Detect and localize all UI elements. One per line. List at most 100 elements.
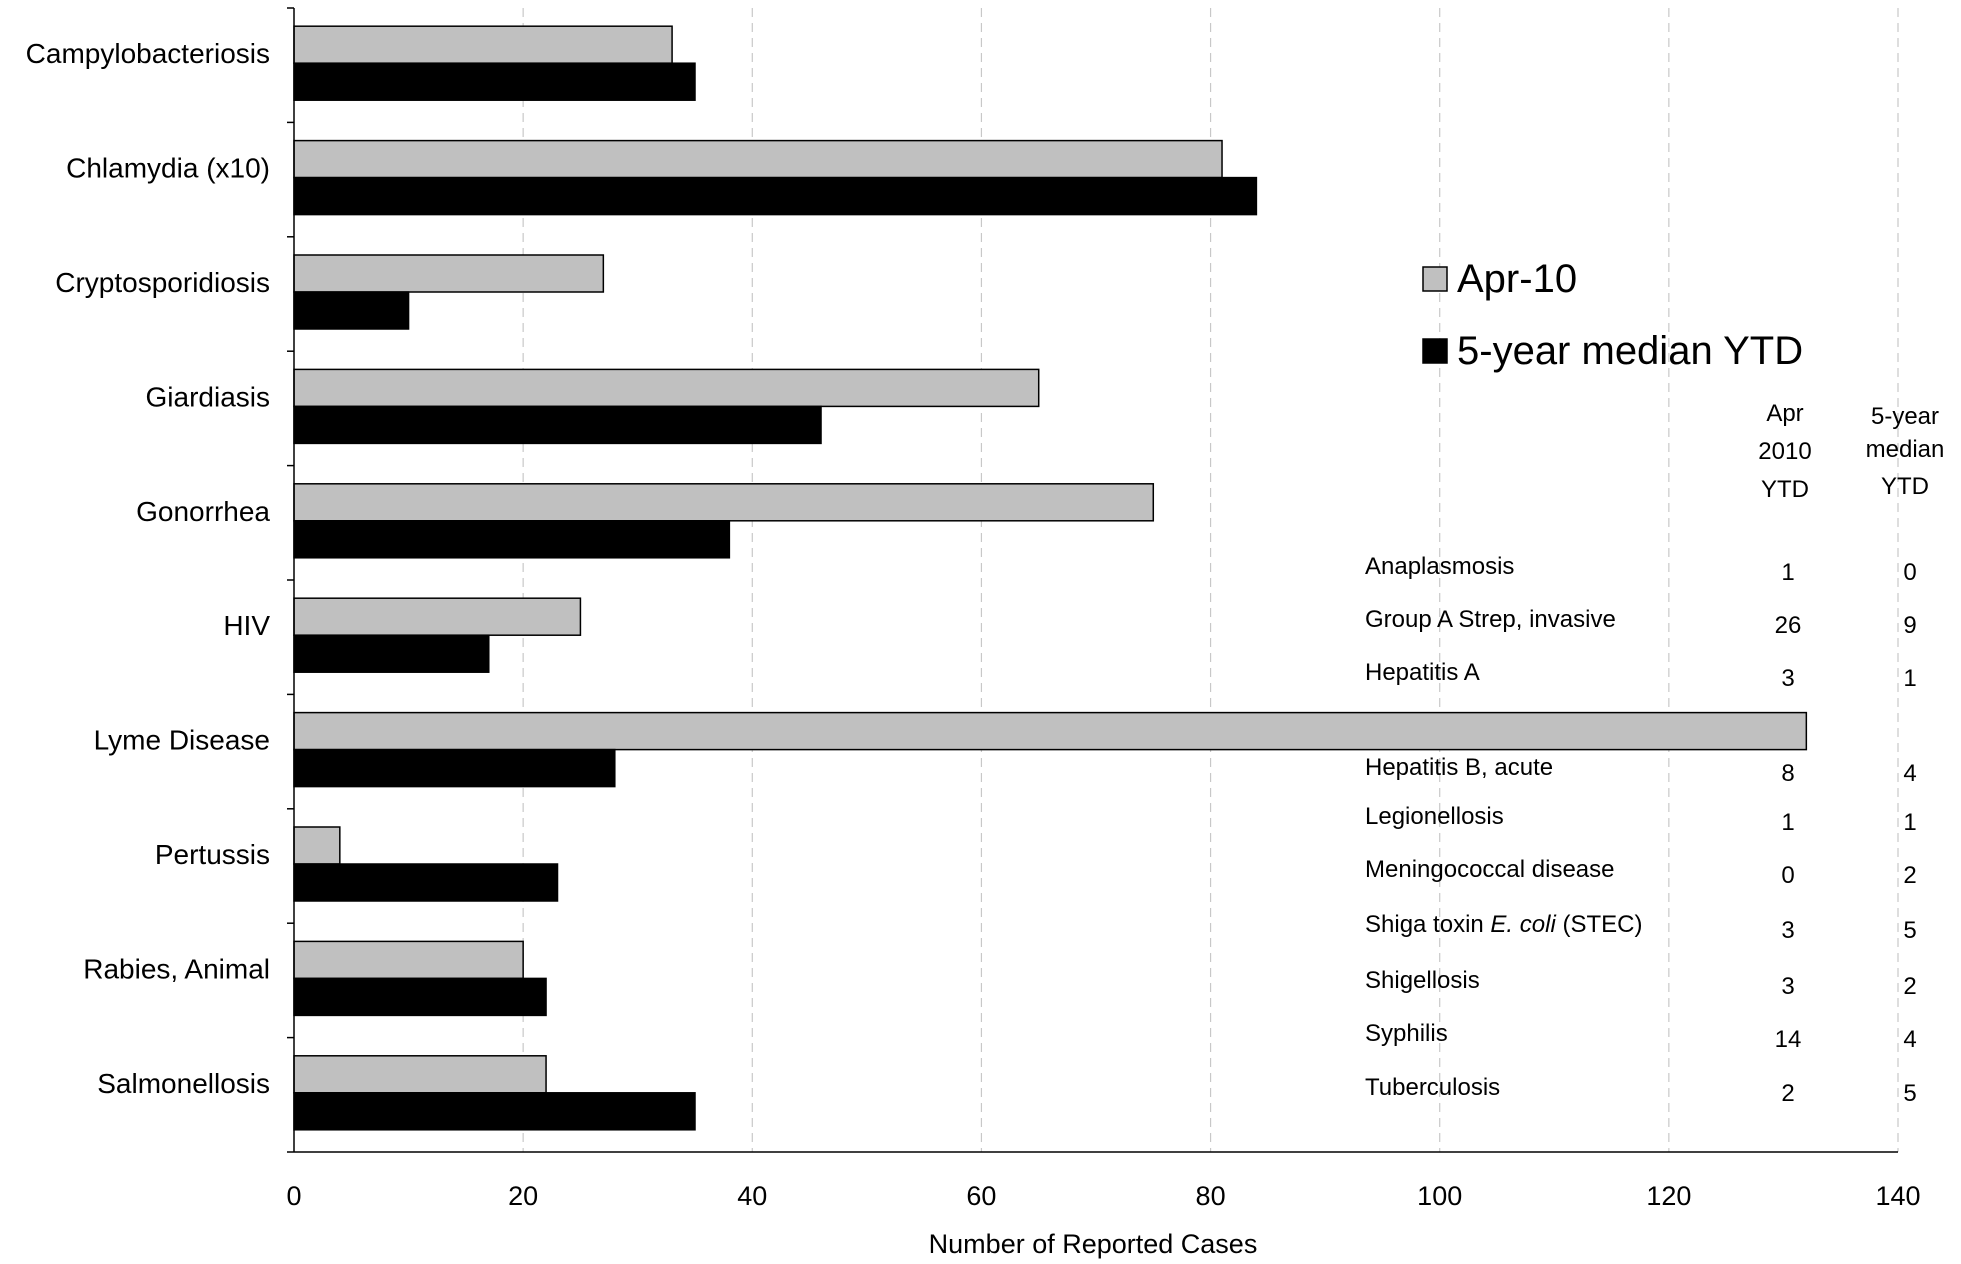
table-row-name: Anaplasmosis [1365, 553, 1514, 580]
bar-apr10 [293, 139, 1223, 179]
table-row-median: 0 [1903, 559, 1916, 586]
x-tick-label: 60 [966, 1181, 996, 1211]
table-row-name: Tuberculosis [1365, 1074, 1500, 1101]
table-row-median: 4 [1903, 760, 1916, 787]
table-row-median: 5 [1903, 917, 1916, 944]
category-label: Rabies, Animal [83, 953, 270, 984]
axes [287, 7, 1898, 1153]
x-tick-label: 100 [1417, 1181, 1462, 1211]
bar-median [293, 748, 616, 788]
table-header-line: YTD [1881, 473, 1929, 500]
counts-table: Apr 2010 YTD 5-year median YTD Anaplasmo… [1365, 400, 1944, 1107]
category-label: Pertussis [155, 839, 270, 870]
x-axis-label: Number of Reported Cases [929, 1229, 1258, 1259]
table-header-line: 5-year [1871, 403, 1939, 430]
table-header-line: Apr [1766, 400, 1803, 427]
table-row-median: 2 [1903, 862, 1916, 889]
x-tick-label: 120 [1646, 1181, 1691, 1211]
table-row-apr2010: 1 [1781, 809, 1794, 836]
table-header-line: 2010 [1758, 438, 1811, 465]
legend-label-apr10: Apr-10 [1457, 257, 1577, 301]
table-row-name: Meningococcal disease [1365, 856, 1614, 883]
table-rows: Anaplasmosis 1 0 Group A Strep, invasive 26 9… [1365, 553, 1917, 1107]
table-header-line: median [1866, 436, 1945, 463]
x-tick-label: 0 [286, 1181, 301, 1211]
legend-swatch-apr10 [1422, 266, 1448, 292]
bar-apr10 [293, 1055, 547, 1094]
bar-median [293, 520, 731, 559]
table-row-median: 1 [1903, 809, 1916, 836]
table-row: Meningococcal disease 0 2 [1365, 856, 1917, 889]
table-row-median: 1 [1903, 665, 1916, 692]
bar-apr10 [293, 940, 524, 980]
x-tick-label: 140 [1875, 1181, 1920, 1211]
bar-apr10 [293, 25, 673, 64]
bar-median [293, 176, 1258, 216]
table-row-name: Shigellosis [1365, 967, 1480, 994]
bar-apr10 [293, 597, 582, 636]
table-row: Group A Strep, invasive 26 9 [1365, 606, 1917, 639]
table-row: Hepatitis A 3 1 [1365, 659, 1917, 692]
bar-apr10 [293, 368, 1040, 408]
bar-apr10 [293, 483, 1155, 522]
table-row: Legionellosis 1 1 [1365, 803, 1917, 836]
table-row-apr2010: 8 [1781, 760, 1794, 787]
table-row-median: 5 [1903, 1080, 1916, 1107]
table-row-name: Hepatitis A [1365, 659, 1480, 686]
x-tick-label: 80 [1196, 1181, 1226, 1211]
bar-median [293, 1092, 696, 1131]
legend: Apr-10 5-year median YTD [1422, 257, 1803, 373]
bar-apr10 [293, 826, 341, 865]
table-header-apr2010: Apr 2010 YTD [1758, 400, 1811, 503]
table-row-median: 9 [1903, 612, 1916, 639]
table-row-name: Hepatitis B, acute [1365, 754, 1553, 781]
category-label: Cryptosporidiosis [55, 267, 270, 298]
table-header-median: 5-year median YTD [1866, 403, 1945, 500]
table-row-apr2010: 1 [1781, 559, 1794, 586]
bar-median [293, 977, 547, 1017]
category-label: Chlamydia (x10) [66, 153, 270, 184]
table-row: Syphilis 14 4 [1365, 1020, 1917, 1053]
bars [293, 25, 1808, 1131]
bar-median [293, 405, 822, 445]
table-row-name: Group A Strep, invasive [1365, 606, 1616, 633]
table-row: Anaplasmosis 1 0 [1365, 553, 1917, 586]
table-row: Shigellosis 3 2 [1365, 967, 1917, 1000]
category-label: Giardiasis [146, 381, 270, 412]
table-row-apr2010: 3 [1781, 917, 1794, 944]
legend-swatch-median [1422, 338, 1448, 364]
bar-median [293, 634, 490, 673]
table-header-line: YTD [1761, 476, 1809, 503]
x-tick-label: 20 [508, 1181, 538, 1211]
x-tick-labels: 0 20 40 60 80 100 120 140 [286, 1181, 1920, 1211]
table-row-median: 2 [1903, 973, 1916, 1000]
category-label: Salmonellosis [97, 1068, 270, 1099]
x-tick-label: 40 [737, 1181, 767, 1211]
table-row-name: Legionellosis [1365, 803, 1504, 830]
table-row-median: 4 [1903, 1026, 1916, 1053]
bar-median [293, 291, 410, 330]
table-row-name: Syphilis [1365, 1020, 1448, 1047]
table-row-apr2010: 2 [1781, 1080, 1794, 1107]
bar-median [293, 863, 559, 902]
table-row: Tuberculosis 2 5 [1365, 1074, 1917, 1107]
category-label: Campylobacteriosis [26, 38, 270, 69]
category-labels: Campylobacteriosis Chlamydia (x10) Cryptos… [26, 38, 271, 1099]
table-row-apr2010: 26 [1775, 612, 1802, 639]
table-row: Shiga toxin E. coli (STEC) 3 5 [1365, 911, 1917, 944]
bar-apr10 [293, 711, 1808, 751]
bar-median [293, 62, 696, 101]
table-row-apr2010: 3 [1781, 973, 1794, 1000]
category-label: HIV [223, 610, 270, 641]
table-row-apr2010: 3 [1781, 665, 1794, 692]
table-row: Hepatitis B, acute 8 4 [1365, 754, 1917, 787]
table-row-apr2010: 0 [1781, 862, 1794, 889]
gridlines [522, 8, 1899, 1152]
table-row-apr2010: 14 [1775, 1026, 1802, 1053]
bar-apr10 [293, 254, 605, 293]
legend-label-median: 5-year median YTD [1457, 329, 1803, 373]
category-label: Lyme Disease [94, 725, 270, 756]
table-row-name: Shiga toxin E. coli (STEC) [1365, 911, 1642, 938]
category-label: Gonorrhea [136, 496, 270, 527]
